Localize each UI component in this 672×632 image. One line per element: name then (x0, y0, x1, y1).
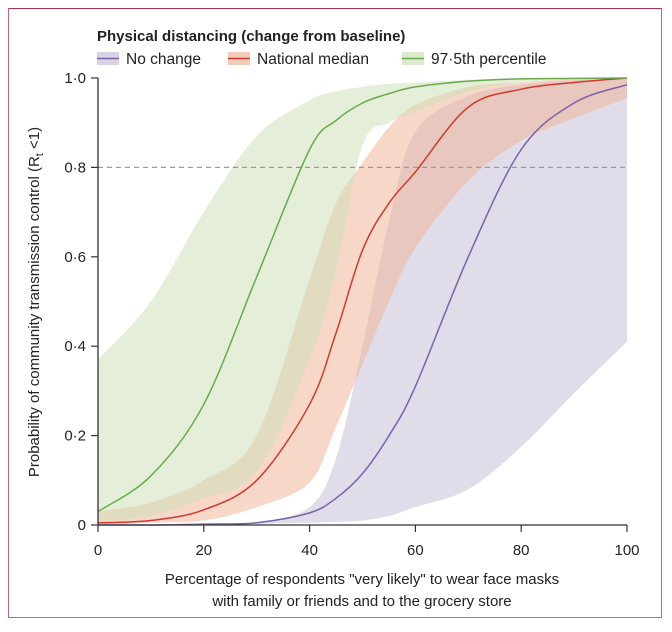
y-axis-title: Probability of community transmission co… (26, 127, 46, 477)
legend-title: Physical distancing (change from baselin… (97, 28, 405, 45)
figure-frame (8, 8, 662, 618)
x-tick-label: 0 (94, 542, 102, 559)
x-tick-label: 20 (195, 542, 212, 559)
y-tick-label: 0·2 (64, 428, 86, 445)
x-tick-label: 100 (614, 542, 639, 559)
legend-item-97-5th-percentile: 97·5th percentile (402, 51, 546, 68)
y-tick-label: 0·6 (64, 249, 86, 266)
line-no-change (97, 83, 628, 526)
line-national-median (97, 77, 628, 524)
x-tick-label: 80 (513, 542, 530, 559)
x-axis-title-line1: Percentage of respondents "very likely" … (165, 571, 559, 588)
legend: No change National median 97·5th percentil… (97, 51, 546, 68)
y-tick-label: 1·0 (64, 70, 86, 87)
legend-item-national-median: National median (228, 51, 369, 68)
legend-item-no-change: No change (97, 51, 201, 68)
median-lines (97, 77, 628, 526)
line-97-5th-percentile (97, 77, 628, 513)
legend-label: National median (257, 51, 369, 68)
legend-label: No change (126, 51, 201, 68)
confidence-bands (98, 77, 627, 526)
legend-label: 97·5th percentile (431, 51, 546, 68)
y-axis-title-main: Probability of community transmission co… (26, 156, 43, 477)
y-axis-title-sub: t (34, 153, 46, 156)
x-tick-label: 40 (301, 542, 318, 559)
x-tick-label: 60 (407, 542, 424, 559)
y-tick-label: 0·8 (64, 159, 86, 176)
y-tick-label: 0 (78, 517, 86, 534)
y-axis-title-end: <1) (26, 127, 43, 153)
x-axis-title-line2: with family or friends and to the grocer… (211, 593, 511, 610)
band-97-5th-percentile (98, 77, 627, 521)
y-tick-label: 0·4 (64, 338, 86, 355)
band-no-change (98, 78, 627, 526)
band-national-median (98, 78, 627, 525)
axes: 0 20 40 60 80 100 0 0·2 0·4 0·6 0·8 1·0 (64, 70, 639, 559)
